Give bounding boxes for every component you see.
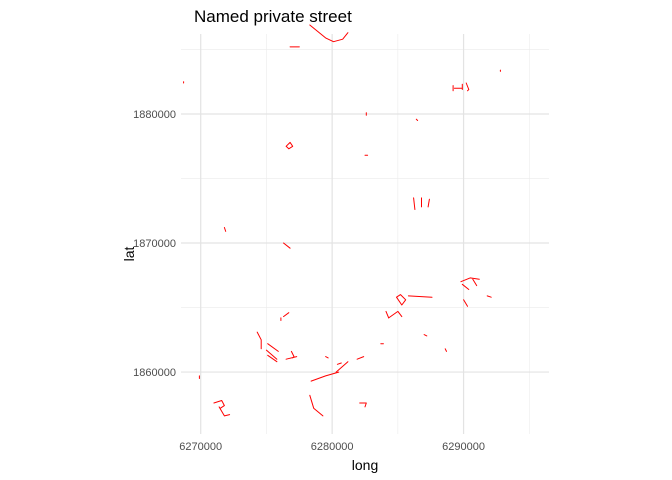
street-segment-29	[267, 343, 279, 352]
street-segment-33	[285, 356, 298, 360]
y-axis-tick-labels: 1860000 1870000 1880000	[133, 109, 176, 379]
street-segment-0	[309, 24, 349, 43]
street-segment-25	[486, 295, 492, 298]
street-segment-23	[463, 299, 468, 307]
street-segment-24	[472, 278, 478, 287]
street-segment-40	[335, 361, 349, 373]
minor-gridlines	[181, 34, 549, 434]
street-segment-37	[325, 356, 329, 359]
street-segment-38	[356, 356, 365, 360]
street-segment-14	[427, 198, 430, 208]
y-tick-label: 1880000	[133, 109, 176, 121]
street-segment-19	[385, 310, 390, 319]
major-gridlines	[181, 34, 549, 434]
y-tick-label: 1870000	[133, 238, 176, 250]
street-segment-15	[223, 227, 227, 232]
street-segment-43	[213, 400, 225, 409]
street-segment-21	[460, 277, 480, 283]
street-segment-35	[444, 348, 447, 352]
street-segment-30	[265, 349, 278, 360]
street-segment-26	[283, 312, 290, 318]
street-segment-36	[423, 334, 428, 337]
chart-title: Named private street	[194, 7, 352, 26]
street-segment-41	[310, 371, 340, 382]
street-segment-9	[415, 118, 419, 121]
y-tick-label: 1860000	[133, 367, 176, 379]
street-segment-31	[267, 354, 278, 363]
street-segment-46	[359, 402, 367, 408]
street-segment-17	[396, 294, 407, 306]
x-tick-label: 6290000	[442, 441, 485, 453]
street-segment-16	[283, 242, 291, 249]
street-segments	[183, 24, 501, 417]
y-axis-title: lat	[121, 247, 137, 262]
street-segment-45	[309, 394, 324, 417]
street-segment-22	[461, 283, 470, 290]
street-segment-28	[256, 331, 262, 350]
street-segment-10	[285, 141, 294, 150]
street-segment-44	[218, 406, 231, 417]
street-segment-20	[388, 310, 403, 319]
street-segment-12	[413, 197, 416, 210]
x-axis-tick-labels: 6270000 6280000 6290000	[179, 441, 485, 453]
x-tick-label: 6270000	[179, 441, 222, 453]
x-tick-label: 6280000	[311, 441, 354, 453]
x-axis-title: long	[352, 457, 378, 473]
street-segment-18	[407, 295, 433, 298]
street-segment-39	[336, 362, 342, 365]
street-segment-4	[465, 82, 470, 92]
